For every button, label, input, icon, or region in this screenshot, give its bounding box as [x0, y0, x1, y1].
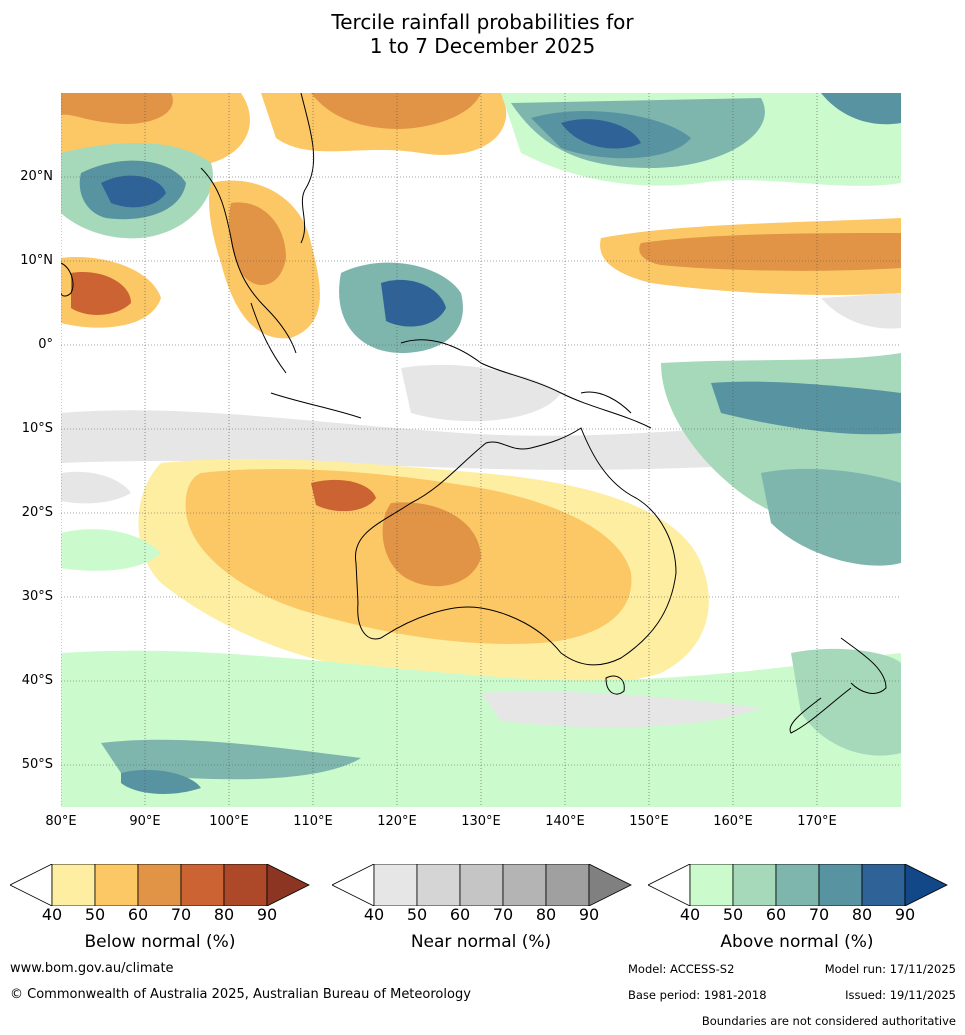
lat-label: 30°S: [21, 589, 53, 604]
colorbar-extend-low: [10, 864, 53, 906]
colorbar-segment: [689, 864, 734, 906]
colorbar-segment: [416, 864, 461, 906]
lat-label: 0°: [38, 337, 53, 352]
colorbar-tick-label: 60: [127, 905, 149, 924]
colorbar-tick-label: 40: [363, 905, 385, 924]
colorbar-extend-low: [648, 864, 691, 906]
colorbar-segment: [545, 864, 590, 906]
colorbar-segment: [373, 864, 418, 906]
lon-label: 80°E: [45, 814, 77, 829]
colorbar-segment: [137, 864, 182, 906]
lat-label: 40°S: [21, 673, 53, 688]
colorbar-tick-label: 60: [449, 905, 471, 924]
colorbar-tick-label: 40: [41, 905, 63, 924]
colorbar-segment: [51, 864, 96, 906]
lat-label: 50°S: [21, 757, 53, 772]
lat-label: 20°N: [20, 169, 53, 184]
colorbar-segment: [223, 864, 268, 906]
coastlines: [61, 93, 887, 734]
colorbar-segment: [180, 864, 225, 906]
lon-label: 150°E: [629, 814, 669, 829]
colorbar-tick-label: 70: [492, 905, 514, 924]
lon-label: 100°E: [209, 814, 249, 829]
colorbar-tick-label: 80: [851, 905, 873, 924]
lat-label: 20°S: [21, 505, 53, 520]
colorbar-segment: [818, 864, 863, 906]
gridlines: [61, 93, 901, 807]
colorbar-tick-label: 50: [722, 905, 744, 924]
colorbar-below-normal: [10, 864, 310, 906]
below-normal-label: Below normal (%): [84, 932, 236, 952]
colorbar-segment: [94, 864, 139, 906]
issued-text: Issued: 19/11/2025: [845, 988, 956, 1002]
lon-label: 160°E: [713, 814, 753, 829]
colorbar-tick-label: 90: [256, 905, 278, 924]
website-link[interactable]: www.bom.gov.au/climate: [10, 961, 174, 976]
colorbar-tick-label: 50: [84, 905, 106, 924]
lat-label: 10°S: [21, 421, 53, 436]
lon-label: 170°E: [797, 814, 837, 829]
colorbar-segment: [459, 864, 504, 906]
lon-label: 90°E: [129, 814, 161, 829]
disclaimer-text: Boundaries are not considered authoritat…: [701, 1014, 956, 1028]
colorbar-tick-label: 90: [894, 905, 916, 924]
colorbar-segment: [502, 864, 547, 906]
colorbar-tick-label: 70: [808, 905, 830, 924]
tercile-shading: [61, 93, 901, 807]
chart-title-line-1: Tercile rainfall probabilities for: [331, 10, 634, 34]
base-period-text: Base period: 1981-2018: [628, 988, 767, 1002]
forecast-map-svg: [61, 93, 901, 807]
colorbar-tick-label: 80: [213, 905, 235, 924]
colorbar-extend-high: [904, 864, 948, 906]
colorbar-extend-high: [266, 864, 310, 906]
model-run-text: Model run: 17/11/2025: [824, 962, 956, 976]
colorbar-above-normal: [648, 864, 948, 906]
colorbar-extend-low: [332, 864, 375, 906]
lat-label: 10°N: [20, 253, 53, 268]
colorbar-tick-label: 80: [535, 905, 557, 924]
lon-label: 140°E: [545, 814, 585, 829]
lon-label: 120°E: [377, 814, 417, 829]
colorbar-segment: [775, 864, 820, 906]
colorbar-tick-label: 90: [578, 905, 600, 924]
chart-title-line-2: 1 to 7 December 2025: [369, 34, 596, 58]
above-normal-label: Above normal (%): [720, 932, 874, 952]
colorbar-tick-label: 50: [406, 905, 428, 924]
copyright-text: © Commonwealth of Australia 2025, Austra…: [10, 987, 471, 1002]
model-text: Model: ACCESS-S2: [628, 962, 735, 976]
forecast-map: [61, 93, 901, 807]
colorbar-extend-high: [588, 864, 632, 906]
colorbar-segment: [732, 864, 777, 906]
colorbar-near-normal: [332, 864, 632, 906]
colorbar-tick-label: 60: [765, 905, 787, 924]
colorbar-tick-label: 70: [170, 905, 192, 924]
near-normal-label: Near normal (%): [410, 932, 552, 952]
lon-label: 110°E: [293, 814, 333, 829]
colorbar-segment: [861, 864, 906, 906]
lon-label: 130°E: [461, 814, 501, 829]
colorbar-tick-label: 40: [679, 905, 701, 924]
